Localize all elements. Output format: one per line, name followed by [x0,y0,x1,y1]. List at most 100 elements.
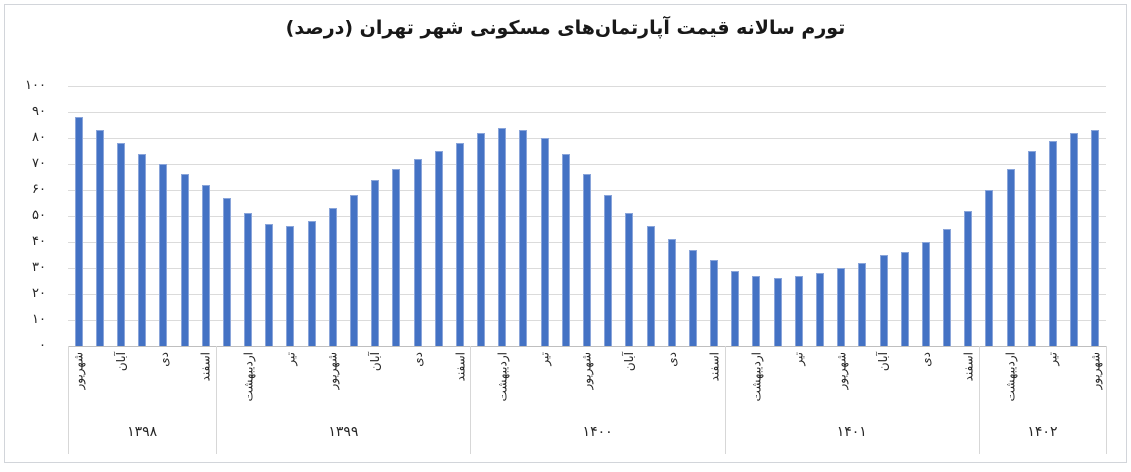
y-axis-tick-label: ۴۰ [32,234,46,249]
x-axis-month-label: اردیبهشت [241,352,256,402]
bar [921,242,930,346]
year-group-separator [470,346,472,454]
year-group-separator [216,346,218,454]
bar [561,153,570,346]
y-axis-tick-label: ۸۰ [32,130,46,145]
x-axis-month-label: تیر [1046,352,1061,366]
bar [1049,140,1058,346]
year-group-separator [978,346,980,454]
bar [773,278,782,346]
gridline [68,163,1106,165]
bar [307,221,316,346]
y-axis-tick-label: ۷۰ [32,156,46,171]
bar [858,262,867,346]
bar [244,213,253,346]
bar [286,226,295,346]
year-group-separator [1106,346,1107,454]
gridline [68,137,1106,139]
x-axis-month-label: آبان [876,352,891,372]
bar [837,268,846,346]
bar [519,130,528,346]
bar [688,249,697,346]
bar [604,195,613,346]
bar [752,275,761,346]
bar [943,229,952,346]
x-axis-year-label: ۱۳۹۹ [328,424,359,440]
bar [434,151,443,346]
x-axis-month-label: اردیبهشت [1003,352,1018,402]
x-axis-month-label: شهریور [834,352,849,390]
x-axis-month-label: اسفند [961,352,976,382]
bar [900,252,909,346]
bar [74,117,83,346]
bar [265,223,274,346]
chart-title: تورم سالانه قیمت آپارتمان‌های مسکونی شهر… [285,17,846,39]
x-axis-month-label: آبان [368,352,383,372]
bar [159,164,168,346]
x-axis-month-label: اسفند [198,352,213,382]
x-axis-line [68,346,1106,347]
bar [794,275,803,346]
bar [138,153,147,346]
y-axis-tick-label: ۱۰۰ [25,78,46,93]
x-axis-year-label: ۱۴۰۰ [582,424,613,440]
bar [349,195,358,346]
bar [498,127,507,346]
bar [731,270,740,346]
x-axis-month-label: شهریور [580,352,594,390]
x-axis-month-label: اسفند [452,352,467,382]
y-axis-tick-label: ۹۰ [32,104,46,119]
x-axis-month-label: اردیبهشت [749,352,764,402]
bar [1070,132,1079,346]
bar [392,169,401,346]
bar [180,174,189,346]
bar [985,190,994,346]
x-axis-month-label: اردیبهشت [495,352,510,402]
y-axis-tick-label: ۳۰ [32,260,46,275]
bar [222,197,231,346]
bar [413,158,422,346]
bar [583,174,591,346]
y-axis-tick-label: ۱۰ [32,312,46,327]
bar [1027,151,1036,346]
bar [646,226,655,346]
x-axis-month-label: آبان [113,352,128,372]
bar [455,143,464,346]
bar [328,208,337,346]
year-group-separator [68,346,69,454]
x-axis-month-label: دی [918,352,933,367]
x-axis-month-label: تیر [791,352,806,366]
x-axis-year-label: ۱۳۹۸ [127,424,158,440]
bar [667,239,676,346]
y-axis-tick-label: ۰ [39,338,46,353]
x-axis-month-label: دی [156,352,171,367]
x-axis-month-label: تیر [537,352,552,366]
bar [201,184,210,346]
x-axis-month-label: آبان [622,352,637,372]
x-axis-month-label: شهریور [71,352,86,390]
y-axis-tick-label: ۶۰ [32,182,46,197]
bar [371,179,380,346]
bar [1006,169,1015,346]
bar [710,260,719,346]
x-axis-year-label: ۱۴۰۱ [836,424,867,440]
bar [95,130,104,346]
x-axis-month-label: تیر [283,352,298,366]
bar [1091,130,1100,346]
year-group-separator [724,346,726,454]
x-axis-month-label: دی [664,352,679,367]
x-axis-month-label: شهریور [1088,352,1103,390]
bar [964,210,973,346]
bar [879,255,888,346]
x-axis-month-label: اسفند [707,352,722,382]
x-axis-month-label: شهریور [325,352,340,390]
bar [116,143,125,346]
gridline [68,85,1106,87]
bar [816,273,825,346]
bar [477,132,486,346]
y-axis-tick-label: ۲۰ [32,286,46,301]
y-axis-tick-label: ۵۰ [32,208,46,223]
x-axis-year-label: ۱۴۰۲ [1027,424,1058,440]
